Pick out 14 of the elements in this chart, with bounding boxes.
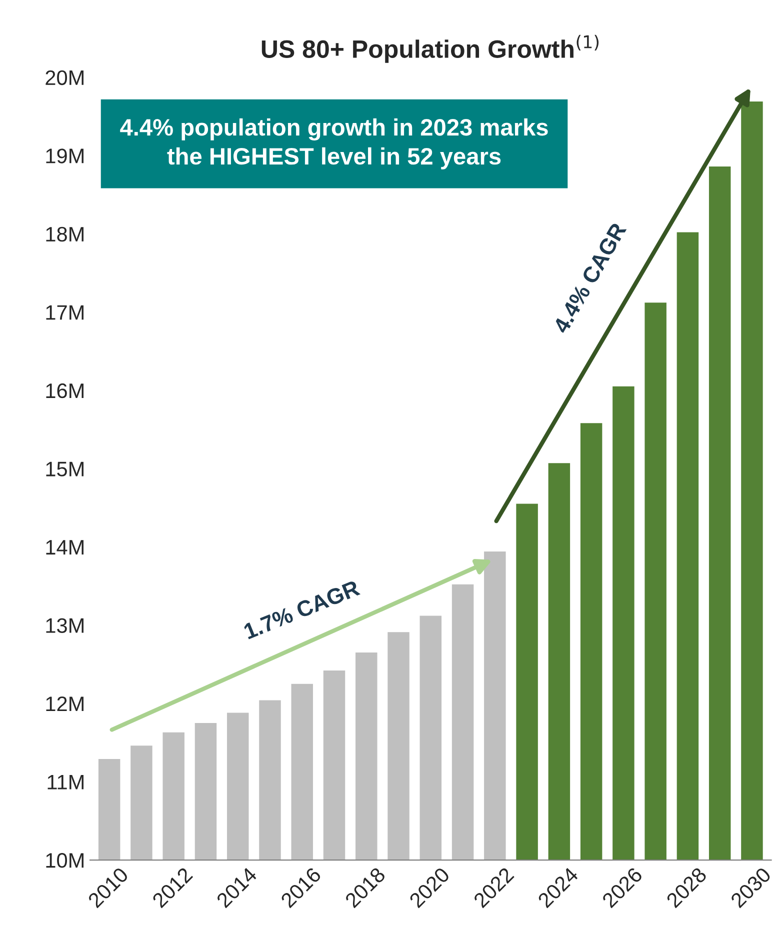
y-tick-label: 17M bbox=[46, 305, 84, 320]
y-tick-label: 12M bbox=[46, 696, 84, 712]
annotation: 1.7% CAGR bbox=[243, 580, 361, 640]
annotation: 4.4% population growth in 2023 marks the HIGHEST level in 52 years bbox=[120, 118, 548, 170]
y-tick-label: 13M bbox=[46, 618, 84, 633]
y-tick-label: 10M bbox=[46, 853, 84, 868]
y-tick-label: 15M bbox=[46, 462, 84, 476]
y-tick-label: 18M bbox=[46, 226, 84, 242]
y-tick-label: 19M bbox=[46, 148, 84, 164]
y-tick-label: 20M bbox=[46, 70, 84, 86]
y-tick-label: 11M bbox=[48, 774, 84, 790]
chart-title: US 80+ Population Growth$^{(1)}$ bbox=[262, 34, 599, 63]
y-tick-label: 14M bbox=[46, 540, 84, 554]
y-tick-label: 16M bbox=[46, 383, 84, 398]
